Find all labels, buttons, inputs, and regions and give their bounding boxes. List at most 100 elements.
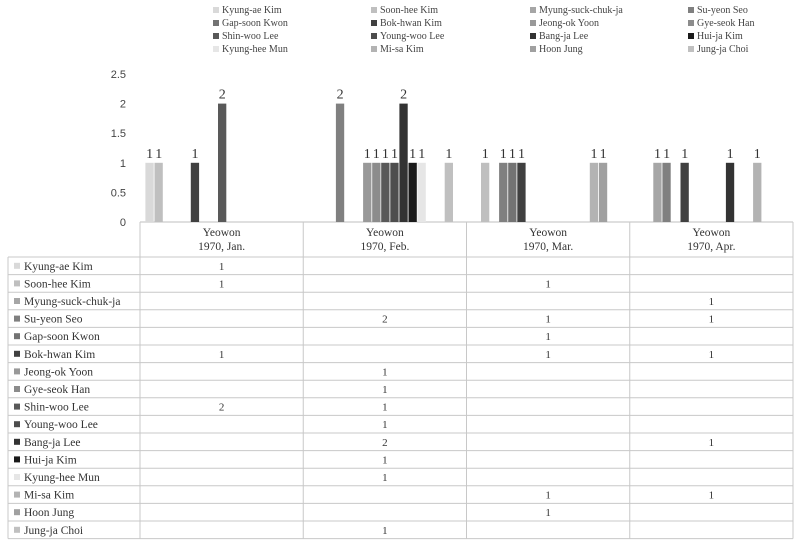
legend-label: Mi-sa Kim (380, 44, 424, 55)
bar-soon-hee-kim-1 (154, 162, 163, 222)
bar-myung-suck-chuk-ja-4 (653, 162, 662, 222)
table-row-swatch (14, 386, 20, 392)
legend-label: Young-woo Lee (380, 31, 445, 42)
data-label: 1 (681, 147, 688, 162)
table-row-myung-suck-chuk-ja: Myung-suck-chuk-ja 1 (14, 296, 714, 308)
bar-jeong-ok-yoon-2 (363, 162, 372, 222)
table-row-su-yeon-seo: Su-yeon Seo 2 1 1 (14, 314, 714, 326)
data-label: 1 (364, 147, 371, 162)
category-label: 1970, Feb. (360, 241, 409, 253)
table-cell: 2 (382, 314, 388, 326)
legend-swatch (688, 7, 694, 13)
table-row-label: Myung-suck-chuk-ja (24, 296, 120, 308)
legend-item-jeong-ok-yoon: Jeong-ok Yoon (530, 18, 599, 29)
bar-hoon-jung-3 (598, 162, 608, 222)
table-row-swatch (14, 421, 20, 428)
table-row-swatch (14, 456, 20, 463)
bar-jung-ja-choi-2 (444, 162, 453, 222)
bar-kyung-ae-kim-1 (145, 162, 154, 222)
legend-swatch (213, 20, 219, 26)
table-cell: 1 (545, 331, 551, 343)
legend-label: Bang-ja Lee (539, 31, 589, 42)
table-row-label: Jung-ja Choi (24, 525, 83, 537)
table-row-shin-woo-lee: Shin-woo Lee 2 1 (14, 402, 388, 414)
legend: Kyung-ae Kim Soon-hee Kim Myung-suck-chuk-… (213, 5, 754, 55)
table-row-label: Su-yeon Seo (24, 314, 83, 326)
table-row-label: Kyung-hee Mun (24, 472, 100, 484)
table-row-jung-ja-choi: Jung-ja Choi 1 (14, 525, 388, 537)
table-row-gap-soon-kwon: Gap-soon Kwon 1 (14, 331, 551, 343)
legend-swatch (213, 33, 219, 39)
table-row-bok-hwan-kim: Bok-hwan Kim 1 1 1 (14, 349, 714, 361)
table-cell: 1 (709, 349, 715, 361)
table-row-label: Kyung-ae Kim (24, 261, 93, 273)
table-row-swatch (14, 491, 20, 498)
table-row-mi-sa-kim: Mi-sa Kim 1 1 (14, 490, 714, 502)
legend-item-bang-ja-lee: Bang-ja Lee (530, 31, 589, 42)
data-label: 1 (509, 147, 516, 162)
legend-item-hui-ja-kim: Hui-ja Kim (688, 31, 743, 42)
legend-item-shin-woo-lee: Shin-woo Lee (213, 31, 279, 42)
table-cell: 1 (382, 384, 388, 396)
table-row-label: Hoon Jung (24, 507, 74, 519)
data-label: 1 (600, 147, 607, 162)
legend-label: Soon-hee Kim (380, 5, 438, 16)
table-cell: 1 (545, 490, 551, 502)
legend-label: Jung-ja Choi (697, 44, 749, 55)
legend-swatch (530, 7, 536, 13)
table-cell: 1 (219, 261, 225, 273)
table-cell: 1 (709, 314, 715, 326)
table-cell: 1 (709, 490, 715, 502)
table-row-hoon-jung: Hoon Jung 1 (14, 507, 551, 519)
table-cell: 1 (545, 349, 551, 361)
table-row-hui-ja-kim: Hui-ja Kim 1 (14, 454, 388, 466)
legend-item-kyung-hee-mun: Kyung-hee Mun (213, 44, 288, 55)
table-row-label: Hui-ja Kim (24, 454, 77, 466)
data-label: 1 (391, 147, 398, 162)
bar-soon-hee-kim-3 (481, 162, 490, 222)
bar-young-woo-lee-2 (390, 162, 399, 222)
legend-swatch (371, 7, 377, 13)
table-row-young-woo-lee: Young-woo Lee 1 (14, 419, 388, 431)
legend-label: Kyung-ae Kim (222, 5, 282, 16)
data-label: 1 (445, 147, 452, 162)
data-label: 1 (727, 147, 734, 162)
data-label: 1 (663, 147, 670, 162)
bar-su-yeon-seo-4 (662, 162, 671, 222)
table-cell: 1 (382, 472, 388, 484)
data-label: 1 (500, 147, 507, 162)
data-label: 1 (373, 147, 380, 162)
table-row-label: Soon-hee Kim (24, 278, 91, 290)
legend-item-su-yeon-seo: Su-yeon Seo (688, 5, 748, 16)
table-row-label: Bang-ja Lee (24, 437, 81, 449)
table-cell: 1 (219, 278, 225, 290)
bar-bok-hwan-kim-4 (680, 162, 689, 222)
data-label: 1 (754, 147, 761, 162)
legend-item-gye-seok-han: Gye-seok Han (688, 18, 754, 29)
legend-label: Kyung-hee Mun (222, 44, 288, 55)
bar-mi-sa-kim-4 (753, 162, 762, 222)
table-row-swatch (14, 262, 20, 269)
data-label: 1 (409, 147, 416, 162)
table-row-label: Gap-soon Kwon (24, 331, 100, 343)
table-row-label: Jeong-ok Yoon (24, 366, 93, 378)
table-row-swatch (14, 315, 20, 322)
table-cell: 1 (382, 402, 388, 414)
legend-label: Hui-ja Kim (697, 31, 743, 42)
legend-label: Shin-woo Lee (222, 31, 279, 42)
bar-bok-hwan-kim-3 (517, 162, 526, 222)
legend-item-hoon-jung: Hoon Jung (530, 44, 583, 55)
y-tick-label: 1 (120, 158, 126, 170)
legend-item-soon-hee-kim: Soon-hee Kim (371, 5, 438, 16)
legend-swatch (688, 20, 694, 26)
legend-item-gap-soon-kwon: Gap-soon Kwon (213, 18, 288, 29)
bar-hui-ja-kim-2 (408, 162, 417, 222)
y-tick-label: 0 (120, 217, 126, 229)
table-row-kyung-ae-kim: Kyung-ae Kim 1 (14, 261, 224, 273)
table-row-swatch (14, 280, 20, 287)
table-row-swatch (14, 509, 20, 516)
bar-bang-ja-lee-2 (399, 103, 408, 222)
category-label: Yeowon (366, 227, 404, 239)
table-row-label: Mi-sa Kim (24, 490, 74, 502)
